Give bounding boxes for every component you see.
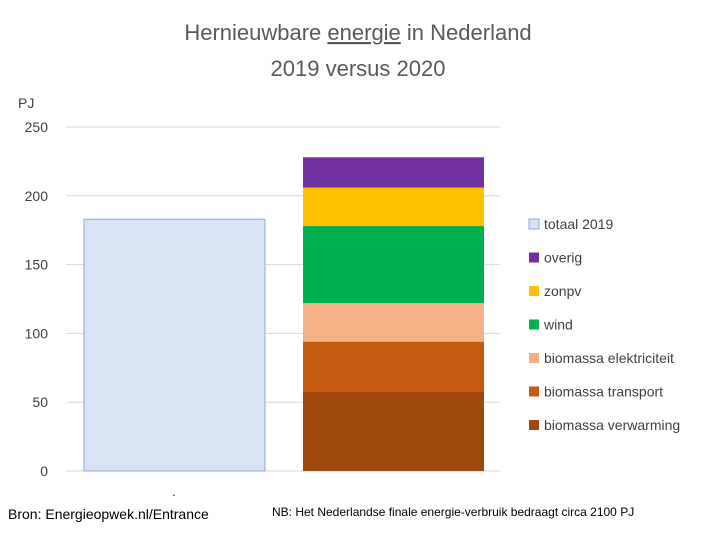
y-tick-0: 0 [40, 463, 48, 479]
chart-title-line1: Hernieuwbare energie in Nederland [184, 20, 531, 45]
footnote: NB: Het Nederlandse finale energie-verbr… [272, 505, 635, 519]
title-underlined-word: energie [327, 20, 400, 45]
legend-swatch-totaal-2019 [528, 218, 540, 230]
bar-2020-wind [303, 226, 484, 304]
legend-label-biomassa-elektriciteit: biomassa elektriciteit [544, 350, 674, 366]
chart-title-line2: 2019 versus 2020 [271, 56, 446, 81]
y-axis-ticks: 0 50 100 150 200 250 [25, 119, 49, 479]
legend-label-wind: wind [543, 317, 573, 333]
bar-2020-biomassa-transport [303, 341, 484, 392]
y-tick-100: 100 [25, 325, 49, 341]
bar-2020-biomassa-elektriciteit [303, 303, 484, 342]
legend-label-totaal-2019: totaal 2019 [544, 216, 613, 232]
bars [83, 157, 484, 472]
bar-2019-totaal-2019 [83, 218, 266, 472]
legend-swatch-biomassa-transport [529, 386, 539, 397]
legend-swatch-biomassa-elektriciteit [529, 353, 539, 363]
y-tick-250: 250 [25, 119, 49, 135]
legend-label-biomassa-verwarming: biomassa verwarming [544, 417, 680, 433]
bar-2020-biomassa-verwarming [303, 391, 484, 471]
y-tick-200: 200 [25, 188, 49, 204]
y-axis-label: PJ [18, 95, 34, 111]
legend-swatch-overig [529, 252, 539, 263]
y-tick-150: 150 [25, 257, 49, 273]
legend: totaal 2019 overig zonpv wind biomassa elekt… [528, 216, 680, 433]
legend-swatch-wind [529, 319, 539, 330]
bar-2020-zonpv [303, 187, 484, 227]
legend-label-overig: overig [544, 250, 582, 266]
legend-label-biomassa-transport: biomassa transport [544, 384, 663, 400]
legend-swatch-biomassa-verwarming [529, 420, 539, 430]
category-marker: . [172, 483, 176, 499]
legend-swatch-zonpv [529, 286, 539, 296]
source-note: Bron: Energieopwek.nl/Entrance [8, 506, 209, 522]
y-tick-50: 50 [32, 394, 48, 410]
bar-2020-overig [303, 157, 484, 188]
legend-label-zonpv: zonpv [544, 283, 581, 299]
